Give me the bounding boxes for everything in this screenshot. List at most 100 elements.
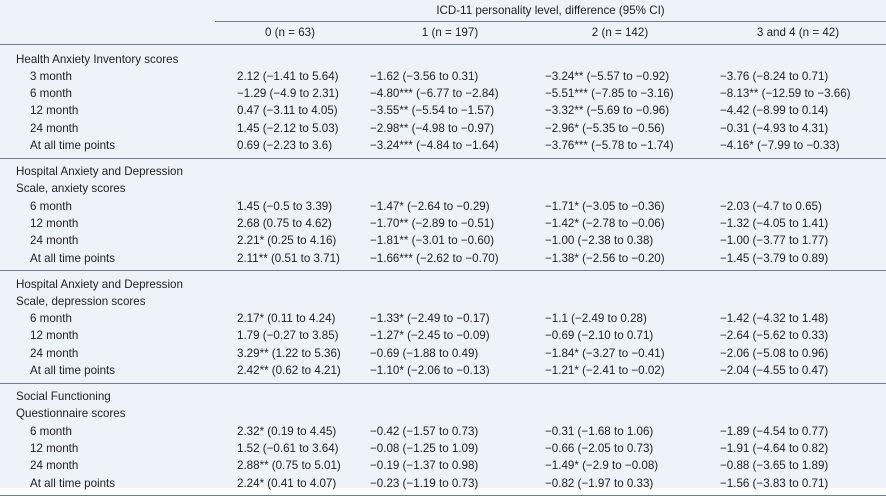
section-title: Health Anxiety Inventory scores xyxy=(16,52,179,66)
cell: −0.31 (−4.93 to 4.31) xyxy=(720,121,829,135)
column-header: 3 and 4 (n = 42) xyxy=(756,26,840,39)
row-label: 24 month xyxy=(30,234,79,248)
cell: −1.29 (−4.9 to 2.31) xyxy=(237,87,339,101)
cell: −1.62 (−3.56 to 0.31) xyxy=(370,69,479,83)
cell: 0.69 (−2.23 to 3.6) xyxy=(237,139,333,152)
cell: 1.45 (−2.12 to 5.03) xyxy=(237,121,339,135)
column-header: 2 (n = 142) xyxy=(591,26,649,39)
section-title: Hospital Anxiety and Depression xyxy=(16,277,183,291)
cell: −1.47* (−2.64 to −0.29) xyxy=(370,199,490,213)
cell: 2.42** (0.62 to 4.21) xyxy=(237,364,341,377)
section-title: Scale, depression scores xyxy=(16,294,146,308)
cell: −3.55** (−5.54 to −1.57) xyxy=(370,104,495,118)
cell: −4.42 (−8.99 to 0.14) xyxy=(720,104,829,118)
cell: 3.29** (1.22 to 5.36) xyxy=(237,346,341,360)
cell: 2.24* (0.41 to 4.07) xyxy=(237,476,337,490)
cell: −1.49* (−2.9 to −0.08) xyxy=(545,459,659,473)
cell: −1.00 (−3.77 to 1.77) xyxy=(720,234,829,248)
row-label: 12 month xyxy=(30,441,79,455)
cell: −1.32 (−4.05 to 1.41) xyxy=(720,216,829,230)
rule xyxy=(0,270,886,271)
cell: −0.69 (−2.10 to 0.71) xyxy=(545,329,654,343)
cell: −0.08 (−1.25 to 1.09) xyxy=(370,441,479,455)
cell: −0.82 (−1.97 to 0.33) xyxy=(545,476,654,490)
cell: −1.91 (−4.64 to 0.82) xyxy=(720,441,829,455)
cell: −1.45 (−3.79 to 0.89) xyxy=(720,251,829,265)
row-label: 12 month xyxy=(30,104,79,118)
cell: 2.11** (0.51 to 3.71) xyxy=(237,251,340,265)
row-label: At all time points xyxy=(30,251,116,265)
cell: −1.84* (−3.27 to −0.41) xyxy=(545,346,665,360)
cell: −1.89 (−4.54 to 0.77) xyxy=(720,424,829,438)
cell: −0.42 (−1.57 to 0.73) xyxy=(370,424,479,438)
row-label: 24 month xyxy=(30,346,79,360)
row-label: 6 month xyxy=(30,87,72,101)
cell: −1.42 (−4.32 to 1.48) xyxy=(720,312,829,326)
row-label: 24 month xyxy=(30,459,79,473)
cell: 2.32* (0.19 to 4.45) xyxy=(237,424,337,438)
cell: 2.12 (−1.41 to 5.64) xyxy=(237,69,339,83)
cell: −1.00 (−2.38 to 0.38) xyxy=(545,234,654,248)
cell: −2.03 (−4.7 to 0.65) xyxy=(720,199,822,213)
cell: −3.24*** (−4.84 to −1.64) xyxy=(370,139,499,152)
cell: −1.33* (−2.49 to −0.17) xyxy=(370,312,490,326)
cell: −5.51*** (−7.85 to −3.16) xyxy=(545,87,674,101)
section-title: Scale, anxiety scores xyxy=(16,182,126,196)
row-label: 6 month xyxy=(30,312,72,326)
cell: −0.66 (−2.05 to 0.73) xyxy=(545,441,654,455)
cell: −0.69 (−1.88 to 0.49) xyxy=(370,346,479,360)
section-title: Questionnaire scores xyxy=(16,407,126,421)
cell: −0.31 (−1.68 to 1.06) xyxy=(545,424,654,438)
cell: −2.98** (−4.98 to −0.97) xyxy=(370,121,495,135)
cell: −0.23 (−1.19 to 0.73) xyxy=(370,476,479,490)
cell: 1.45 (−0.5 to 3.39) xyxy=(237,199,333,213)
cell: −3.76*** (−5.78 to −1.74) xyxy=(545,139,674,152)
cell: −3.32** (−5.69 to −0.96) xyxy=(545,104,670,118)
cell: −4.16* (−7.99 to −0.33) xyxy=(720,139,840,152)
section-title: Hospital Anxiety and Depression xyxy=(16,165,183,178)
cell: 2.21* (0.25 to 4.16) xyxy=(237,234,337,248)
cell: −1.70** (−2.89 to −0.51) xyxy=(370,216,495,230)
cell: −2.64 (−5.62 to 0.33) xyxy=(720,329,829,343)
cell: −0.19 (−1.37 to 0.98) xyxy=(370,459,479,473)
cell: −1.10* (−2.06 to −0.13) xyxy=(370,364,490,377)
cell: 1.52 (−0.61 to 3.64) xyxy=(237,441,339,455)
cell: 2.68 (0.75 to 4.62) xyxy=(237,216,332,230)
row-label: At all time points xyxy=(30,364,116,377)
row-label: 3 month xyxy=(30,69,72,83)
cell: −3.24** (−5.57 to −0.92) xyxy=(545,69,670,83)
cell: −8.13** (−12.59 to −3.66) xyxy=(720,87,851,101)
cell: −1.42* (−2.78 to −0.06) xyxy=(545,216,665,230)
row-label: 6 month xyxy=(30,199,72,213)
cell: −2.04 (−4.55 to 0.47) xyxy=(720,364,829,377)
cell: −3.76 (−8.24 to 0.71) xyxy=(720,69,829,83)
cell: −1.56 (−3.83 to 0.71) xyxy=(720,476,829,490)
row-label: At all time points xyxy=(30,476,116,490)
cell: −0.88 (−3.65 to 1.89) xyxy=(720,459,829,473)
cell: −1.66*** (−2.62 to −0.70) xyxy=(370,251,499,265)
cell: −2.06 (−5.08 to 0.96) xyxy=(720,346,829,360)
rule xyxy=(0,157,886,159)
cell: −1.21* (−2.41 to −0.02) xyxy=(545,364,665,377)
cell: 0.47 (−3.11 to 4.05) xyxy=(237,104,338,118)
rule xyxy=(0,382,886,384)
column-header: 0 (n = 63) xyxy=(265,26,315,39)
row-label: 6 month xyxy=(30,424,72,438)
cell: 1.79 (−0.27 to 3.85) xyxy=(237,329,339,343)
cell: 2.17* (0.11 to 4.24) xyxy=(237,312,336,326)
column-header: 1 (n = 197) xyxy=(421,26,479,39)
row-label: 24 month xyxy=(30,121,79,135)
cell: −1.81** (−3.01 to −0.60) xyxy=(370,234,495,248)
rule xyxy=(0,44,886,45)
rule xyxy=(215,21,886,22)
cell: −4.80*** (−6.77 to −2.84) xyxy=(370,87,499,101)
row-label: At all time points xyxy=(30,139,116,152)
cell: 2.88** (0.75 to 5.01) xyxy=(237,459,341,473)
cell: −1.1 (−2.49 to 0.28) xyxy=(545,312,647,326)
cell: −1.27* (−2.45 to −0.09) xyxy=(370,329,490,343)
row-label: 12 month xyxy=(30,216,79,230)
cell: −1.38* (−2.56 to −0.20) xyxy=(545,251,665,265)
cell: −2.96* (−5.35 to −0.56) xyxy=(545,121,665,135)
spanning-header: ICD-11 personality level, difference (95… xyxy=(436,4,665,17)
